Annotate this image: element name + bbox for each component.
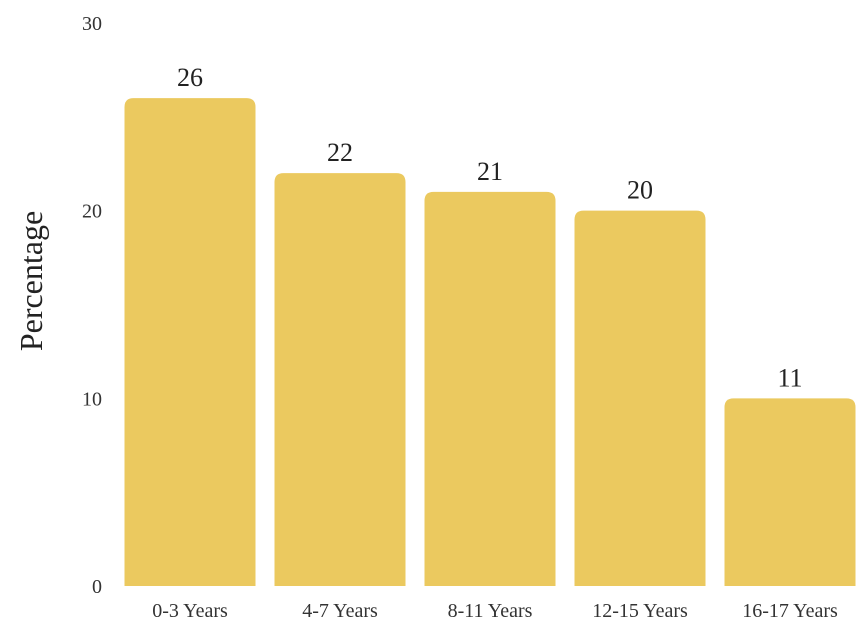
bar	[124, 98, 256, 587]
y-axis-ticks: 0 10 20 30	[82, 13, 102, 598]
bar-data-label: 26	[177, 63, 203, 92]
x-tick-label: 4-7 Years	[302, 600, 378, 622]
bar-data-label: 22	[327, 138, 353, 167]
bar-data-label: 21	[477, 157, 503, 186]
x-tick-label: 8-11 Years	[448, 600, 533, 622]
y-axis-title: Percentage	[13, 211, 49, 351]
x-axis-ticks: 0-3 Years 4-7 Years 8-11 Years 12-15 Years 1…	[152, 600, 838, 622]
x-tick-label: 12-15 Years	[592, 600, 688, 622]
bar	[424, 191, 556, 586]
x-tick-label: 16-17 Years	[742, 600, 838, 622]
y-tick-label: 0	[92, 576, 102, 598]
y-tick-label: 10	[82, 388, 102, 410]
bar	[274, 173, 406, 586]
y-tick-label: 30	[82, 13, 102, 35]
bar	[574, 210, 706, 586]
x-tick-label: 0-3 Years	[152, 600, 228, 622]
bar	[724, 398, 856, 586]
bar-data-label: 20	[627, 176, 653, 205]
bars	[124, 98, 856, 587]
bar-data-label: 11	[777, 363, 802, 392]
data-labels: 26 22 21 20 11	[177, 63, 803, 392]
y-tick-label: 20	[82, 201, 102, 223]
